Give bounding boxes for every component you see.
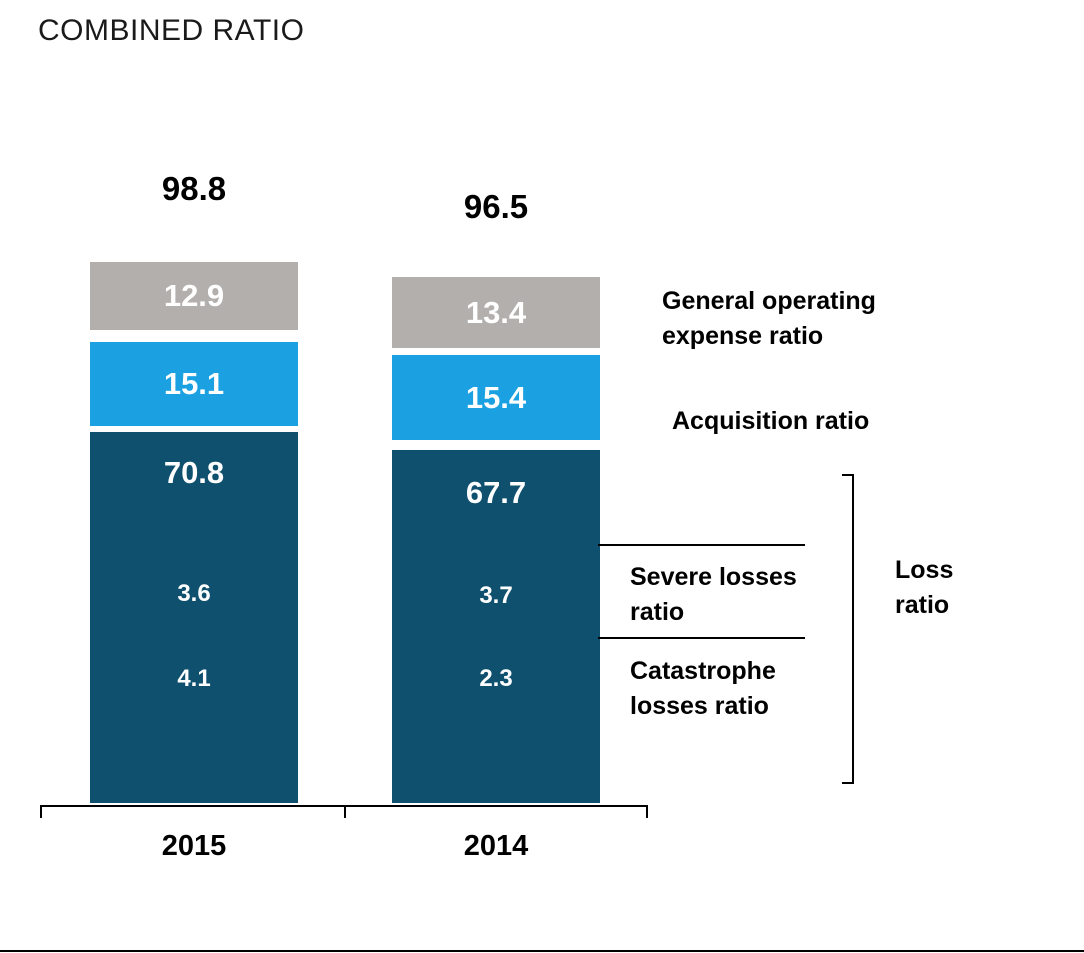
bar-2015-acquisition-segment: 15.1 bbox=[90, 342, 298, 426]
axis-tick bbox=[344, 805, 346, 818]
loss-ratio-bracket-bottom-cap bbox=[842, 782, 854, 784]
total-label-2014: 96.5 bbox=[463, 188, 529, 225]
severe-losses-callout-line-top bbox=[598, 544, 805, 546]
segment-value: 67.7 bbox=[465, 475, 527, 510]
severe-losses-value: 3.7 bbox=[479, 582, 513, 609]
bottom-border-line bbox=[0, 950, 1084, 952]
legend-severe-losses-ratio: Severe losses ratio bbox=[630, 563, 797, 626]
bar-2015-loss-segment: 70.8 3.6 4.1 bbox=[90, 432, 298, 803]
legend-loss-ratio: Loss ratio bbox=[895, 556, 954, 619]
segment-value: 12.9 bbox=[163, 278, 225, 313]
axis-tick bbox=[646, 805, 648, 818]
segment-value: 15.1 bbox=[163, 366, 225, 401]
bar-2015-general-operating-segment: 12.9 bbox=[90, 262, 298, 330]
bar-2014-acquisition-segment: 15.4 bbox=[392, 355, 600, 440]
page-title: COMBINED RATIO bbox=[38, 14, 305, 47]
catastrophe-losses-value: 4.1 bbox=[177, 665, 211, 692]
legend-general-operating-expense-ratio: General operating expense ratio bbox=[662, 287, 876, 350]
axis-tick bbox=[40, 805, 42, 818]
catastrophe-losses-value: 2.3 bbox=[479, 665, 513, 692]
severe-losses-callout-line-bottom bbox=[598, 637, 805, 639]
category-label-2014: 2014 bbox=[463, 830, 529, 862]
total-label-2015: 98.8 bbox=[161, 170, 227, 207]
segment-value: 70.8 bbox=[163, 455, 225, 490]
segment-value: 13.4 bbox=[465, 294, 527, 330]
severe-losses-value: 3.6 bbox=[177, 580, 211, 607]
legend-catastrophe-losses-ratio: Catastrophe losses ratio bbox=[630, 657, 776, 720]
category-label-2015: 2015 bbox=[161, 830, 227, 862]
bar-2014-general-operating-segment: 13.4 bbox=[392, 277, 600, 348]
segment-value: 15.4 bbox=[465, 379, 527, 415]
bar-2014-loss-segment: 67.7 3.7 2.3 bbox=[392, 450, 600, 803]
legend-acquisition-ratio: Acquisition ratio bbox=[672, 407, 870, 435]
loss-ratio-bracket-top-cap bbox=[842, 474, 854, 476]
loss-ratio-bracket bbox=[852, 474, 854, 784]
